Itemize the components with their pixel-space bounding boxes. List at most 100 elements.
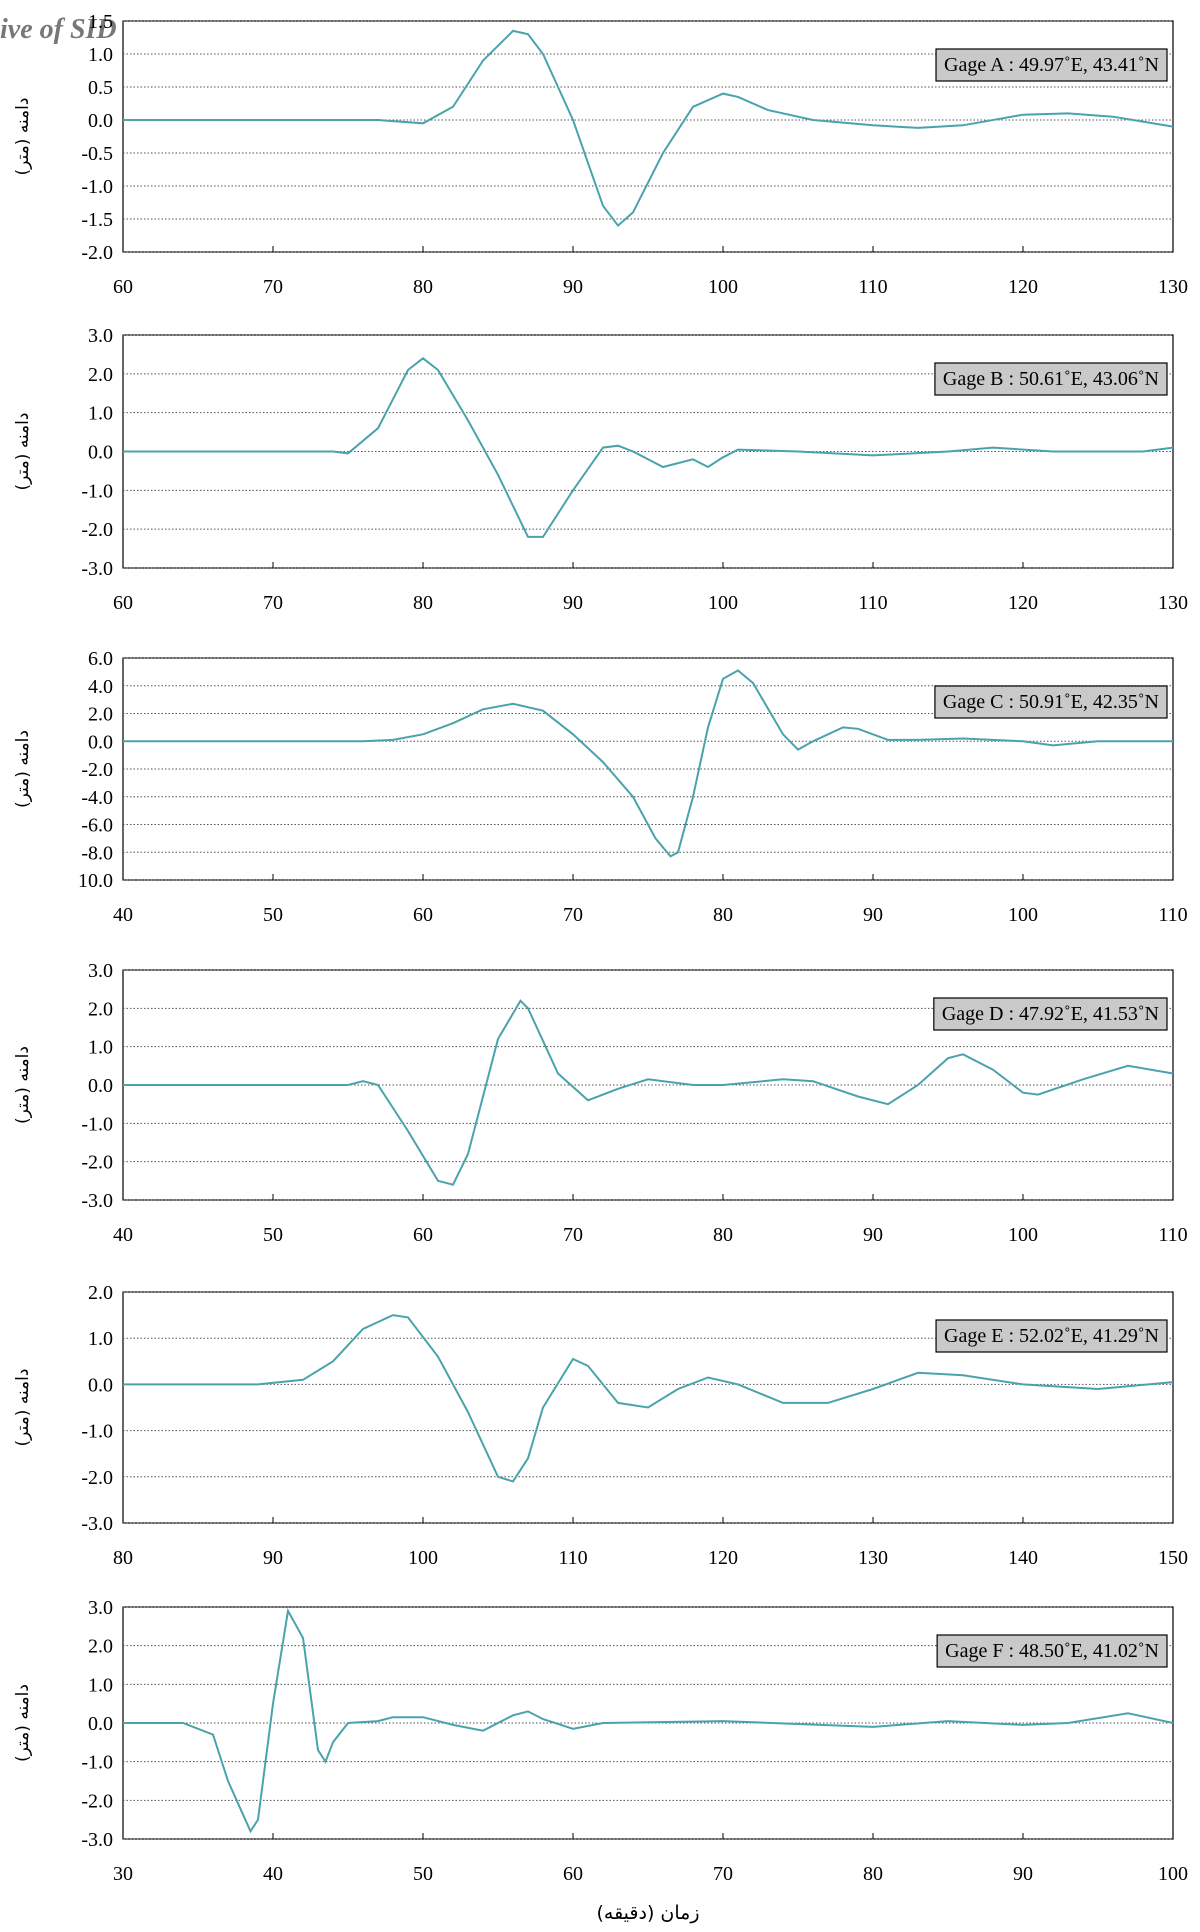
y-tick-label: -6.0 <box>81 815 113 837</box>
y-tick-label: -1.0 <box>81 1752 113 1774</box>
y-tick-label: -1.0 <box>81 1421 113 1443</box>
gage-label: Gage F : 48.50˚E, 41.02˚N <box>937 1635 1167 1667</box>
gage-label: Gage D : 47.92˚E, 41.53˚N <box>934 998 1167 1030</box>
x-tick-label: 90 <box>863 904 883 926</box>
x-tick-label: 110 <box>1158 1224 1187 1246</box>
x-tick-label: 110 <box>858 276 887 298</box>
y-axis-label: دامنه (متر) <box>13 730 33 808</box>
x-tick-label: 90 <box>863 1224 883 1246</box>
y-tick-label: -2.0 <box>81 242 113 264</box>
x-tick-label: 70 <box>563 904 583 926</box>
gage-label: Gage A : 49.97˚E, 43.41˚N <box>936 49 1167 81</box>
x-tick-label: 120 <box>1008 276 1038 298</box>
x-tick-label: 100 <box>408 1547 438 1569</box>
gage-label: Gage C : 50.91˚E, 42.35˚N <box>935 686 1167 718</box>
y-tick-label: -4.0 <box>81 787 113 809</box>
y-axis-label: دامنه (متر) <box>13 98 33 176</box>
annotation: Gage B : 50.61˚E, 43.06˚N <box>943 368 1159 390</box>
x-tick-label: 150 <box>1158 1547 1188 1569</box>
y-tick-label: -2.0 <box>81 1152 113 1174</box>
x-tick-label: 70 <box>713 1863 733 1885</box>
figure: ive of SID 1.51.00.50.0-0.5-1.0-1.5-2.06… <box>0 0 1200 1932</box>
y-tick-label: 4.0 <box>88 676 113 698</box>
y-tick-label: 1.0 <box>88 1328 113 1350</box>
y-tick-label: -2.0 <box>81 1467 113 1489</box>
y-tick-label: 3.0 <box>88 1597 113 1619</box>
x-tick-label: 40 <box>113 1224 133 1246</box>
y-tick-label: -0.5 <box>81 143 113 165</box>
y-tick-label: 0.0 <box>88 110 113 132</box>
x-tick-label: 110 <box>1158 904 1187 926</box>
y-tick-label: 1.5 <box>88 11 113 33</box>
y-tick-label: -1.0 <box>81 176 113 198</box>
y-tick-label: -2.0 <box>81 519 113 541</box>
y-tick-label: -1.5 <box>81 209 113 231</box>
y-tick-label: 1.0 <box>88 1037 113 1059</box>
y-tick-label: -2.0 <box>81 1790 113 1812</box>
y-axis-label: دامنه (متر) <box>13 1684 33 1762</box>
x-tick-label: 50 <box>263 1224 283 1246</box>
y-tick-label: 0.0 <box>88 731 113 753</box>
x-tick-label: 70 <box>263 276 283 298</box>
y-tick-label: -8.0 <box>81 842 113 864</box>
y-tick-label: -3.0 <box>81 558 113 580</box>
y-axis-label: دامنه (متر) <box>13 1046 33 1124</box>
y-tick-label: -3.0 <box>81 1190 113 1212</box>
x-tick-label: 90 <box>563 276 583 298</box>
annotation: Gage E : 52.02˚E, 41.29˚N <box>944 1325 1159 1347</box>
x-tick-label: 60 <box>113 276 133 298</box>
y-tick-label: 1.0 <box>88 403 113 425</box>
y-tick-label: 0.0 <box>88 1713 113 1735</box>
y-tick-label: -1.0 <box>81 480 113 502</box>
y-tick-label: 0.0 <box>88 1075 113 1097</box>
x-tick-label: 130 <box>858 1547 888 1569</box>
y-axis-label: دامنه (متر) <box>13 413 33 491</box>
gage-label: Gage E : 52.02˚E, 41.29˚N <box>936 1320 1167 1352</box>
x-tick-label: 60 <box>113 592 133 614</box>
y-axis-label: دامنه (متر) <box>13 1369 33 1447</box>
y-tick-label: 0.5 <box>88 77 113 99</box>
y-tick-label: 3.0 <box>88 325 113 347</box>
x-tick-label: 40 <box>263 1863 283 1885</box>
y-tick-label: -3.0 <box>81 1829 113 1851</box>
x-tick-label: 70 <box>263 592 283 614</box>
x-tick-label: 30 <box>113 1863 133 1885</box>
x-tick-label: 50 <box>263 904 283 926</box>
x-tick-label: 90 <box>1013 1863 1033 1885</box>
x-axis-label: زمان (دقیقه) <box>596 1902 699 1924</box>
x-tick-label: 110 <box>858 592 887 614</box>
x-tick-label: 90 <box>263 1547 283 1569</box>
y-tick-label: 6.0 <box>88 648 113 670</box>
y-tick-label: 0.0 <box>88 1374 113 1396</box>
y-tick-label: 0.0 <box>88 442 113 464</box>
x-tick-label: 100 <box>1008 904 1038 926</box>
x-tick-label: 90 <box>563 592 583 614</box>
annotation: Gage A : 49.97˚E, 43.41˚N <box>944 54 1159 76</box>
y-tick-label: 2.0 <box>88 998 113 1020</box>
y-tick-label: 2.0 <box>88 1282 113 1304</box>
x-tick-label: 100 <box>708 592 738 614</box>
x-tick-label: 50 <box>413 1863 433 1885</box>
y-tick-label: 2.0 <box>88 1636 113 1658</box>
x-tick-label: 60 <box>563 1863 583 1885</box>
x-tick-label: 130 <box>1158 592 1188 614</box>
annotation: Gage C : 50.91˚E, 42.35˚N <box>943 691 1159 713</box>
x-tick-label: 60 <box>413 904 433 926</box>
x-tick-label: 120 <box>1008 592 1038 614</box>
x-tick-label: 80 <box>113 1547 133 1569</box>
x-tick-label: 60 <box>413 1224 433 1246</box>
x-tick-label: 100 <box>708 276 738 298</box>
x-tick-label: 40 <box>113 904 133 926</box>
annotation: Gage F : 48.50˚E, 41.02˚N <box>945 1640 1159 1662</box>
y-tick-label: 3.0 <box>88 960 113 982</box>
x-tick-label: 80 <box>413 592 433 614</box>
x-tick-label: 140 <box>1008 1547 1038 1569</box>
y-tick-label: 1.0 <box>88 44 113 66</box>
y-tick-label: 2.0 <box>88 704 113 726</box>
y-tick-label: -2.0 <box>81 759 113 781</box>
x-tick-label: 120 <box>708 1547 738 1569</box>
y-tick-label: 10.0 <box>78 870 113 892</box>
x-tick-label: 100 <box>1158 1863 1188 1885</box>
x-tick-label: 80 <box>713 1224 733 1246</box>
y-tick-label: -3.0 <box>81 1513 113 1535</box>
